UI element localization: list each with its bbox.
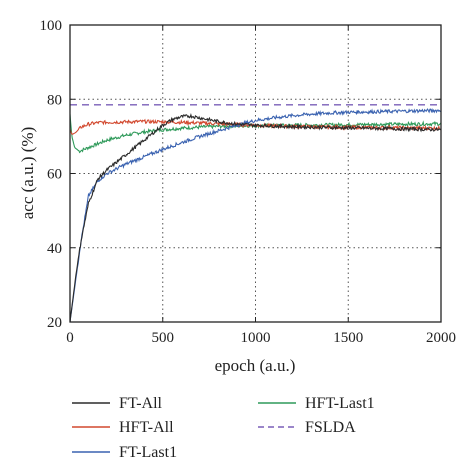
x-tick-label: 0: [66, 330, 74, 346]
legend-item: FT-All: [72, 395, 163, 412]
y-tick-label: 20: [47, 315, 62, 331]
legend-label: FT-All: [119, 395, 163, 412]
series-lines: [70, 104, 441, 322]
series-line-ft-last1: [70, 107, 441, 322]
x-tick-label: 1500: [333, 330, 363, 346]
y-tick-label: 40: [47, 241, 62, 257]
y-tick-label: 80: [47, 92, 62, 108]
x-axis-title: epoch (a.u.): [215, 356, 296, 375]
x-tick-label: 1000: [241, 330, 271, 346]
legend-label: FSLDA: [305, 419, 356, 436]
legend-label: FT-Last1: [119, 444, 177, 461]
grid: [70, 25, 441, 322]
series-line-ft-all: [70, 113, 441, 322]
x-tick-label: 2000: [426, 330, 456, 346]
ticks: 0 500 1000 1500 2000 20 40 60 80 100: [40, 18, 457, 346]
legend-label: HFT-Last1: [305, 395, 375, 412]
legend-label: HFT-All: [119, 419, 174, 436]
y-tick-label: 60: [47, 167, 62, 183]
y-axis-title: acc (a.u.) (%): [18, 127, 37, 220]
y-tick-label: 100: [40, 18, 63, 34]
series-line-hft-last1: [70, 114, 441, 154]
legend: FT-All HFT-All FT-Last1 HFT-Last1 FSLDA: [72, 395, 375, 461]
legend-item: HFT-All: [72, 419, 174, 436]
legend-item: FSLDA: [258, 419, 356, 436]
x-tick-label: 500: [152, 330, 175, 346]
legend-item: FT-Last1: [72, 444, 177, 461]
legend-item: HFT-Last1: [258, 395, 375, 412]
